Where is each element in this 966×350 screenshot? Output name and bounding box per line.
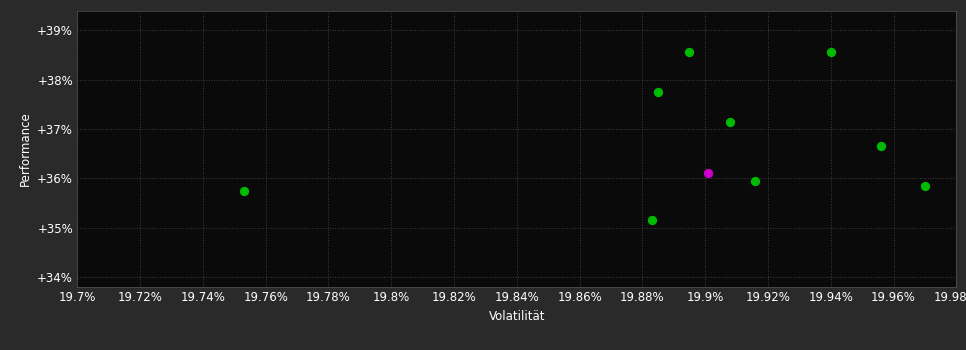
Point (644, 218, 660, 223)
Point (917, 183, 932, 189)
Point (723, 119, 738, 124)
Point (682, 50, 697, 55)
Point (748, 178, 763, 184)
X-axis label: Volatilität: Volatilität (489, 310, 545, 323)
Point (823, 50, 838, 55)
Point (873, 144, 889, 149)
Point (650, 89, 666, 95)
Point (700, 171, 716, 176)
Y-axis label: Performance: Performance (18, 111, 32, 186)
Point (236, 188, 251, 194)
